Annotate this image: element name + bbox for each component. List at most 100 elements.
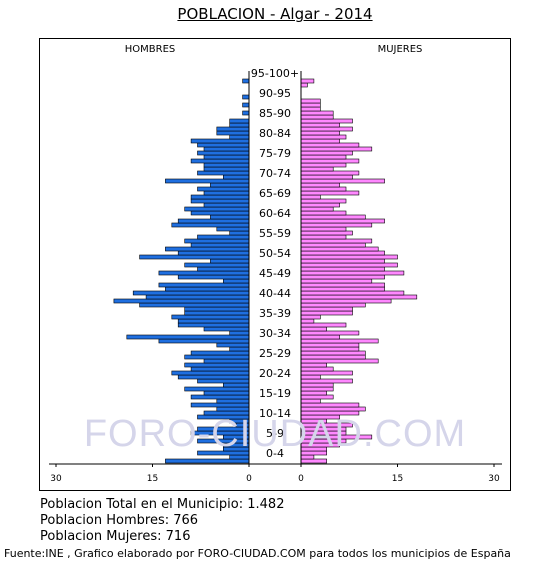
- bar-mujeres: [300, 262, 398, 268]
- bar-mujeres: [300, 338, 379, 344]
- bar-hombres: [190, 242, 250, 248]
- bar-mujeres: [300, 322, 347, 328]
- bar-hombres: [177, 274, 250, 280]
- age-label: 10-14: [259, 407, 291, 420]
- bar-hombres: [203, 154, 250, 160]
- bar-mujeres: [300, 162, 347, 168]
- bar-hombres: [184, 362, 250, 368]
- bar-hombres: [223, 278, 250, 284]
- bar-hombres: [165, 458, 250, 464]
- bar-mujeres: [300, 310, 353, 316]
- bar-mujeres: [300, 134, 347, 140]
- bar-hombres: [177, 374, 250, 380]
- bar-mujeres: [300, 314, 321, 320]
- bar-mujeres: [300, 362, 328, 368]
- bar-hombres: [197, 450, 250, 456]
- bar-mujeres: [300, 98, 321, 104]
- bar-mujeres: [300, 458, 328, 464]
- bar-hombres: [165, 286, 250, 292]
- bar-hombres: [171, 370, 250, 376]
- age-label: 65-69: [259, 187, 291, 200]
- bar-hombres: [229, 346, 250, 352]
- bar-mujeres: [300, 202, 340, 208]
- bar-hombres: [184, 238, 250, 244]
- bar-mujeres: [300, 406, 366, 412]
- x-tick-label: 0: [246, 474, 252, 484]
- bar-mujeres: [300, 354, 366, 360]
- x-tick-label: 15: [147, 474, 158, 484]
- age-label: 35-39: [259, 307, 291, 320]
- bar-mujeres: [300, 186, 347, 192]
- bar-hombres: [190, 394, 250, 400]
- bar-hombres: [184, 306, 250, 312]
- age-label: 90-95: [259, 87, 291, 100]
- bar-mujeres: [300, 394, 334, 400]
- bar-mujeres: [300, 270, 405, 276]
- bar-mujeres: [300, 358, 379, 364]
- bar-mujeres: [300, 278, 373, 284]
- bar-hombres: [216, 406, 250, 412]
- bar-hombres: [165, 178, 250, 184]
- bar-hombres: [197, 150, 250, 156]
- chart-frame: [39, 38, 511, 491]
- bar-hombres: [190, 158, 250, 164]
- bar-mujeres: [300, 170, 360, 176]
- bar-mujeres: [300, 238, 373, 244]
- bar-hombres: [210, 214, 250, 220]
- bar-hombres: [113, 298, 250, 304]
- x-tick-label: 30: [50, 474, 62, 484]
- bar-hombres: [177, 322, 250, 328]
- bar-mujeres: [300, 378, 353, 384]
- bar-hombres: [242, 78, 250, 84]
- bar-mujeres: [300, 234, 347, 240]
- bar-mujeres: [300, 198, 347, 204]
- bar-hombres: [203, 326, 250, 332]
- bar-hombres: [126, 334, 250, 340]
- bar-hombres: [223, 446, 250, 452]
- age-label: 25-29: [259, 347, 291, 360]
- bar-mujeres: [300, 114, 334, 120]
- bar-hombres: [190, 198, 250, 204]
- bar-hombres: [242, 110, 250, 116]
- x-tick-label: 0: [298, 474, 304, 484]
- bar-mujeres: [300, 422, 353, 428]
- bar-hombres: [197, 186, 250, 192]
- bar-hombres: [229, 230, 250, 236]
- bar-hombres: [229, 118, 250, 124]
- bar-mujeres: [300, 274, 385, 280]
- bar-hombres: [171, 222, 250, 228]
- age-label: 80-84: [259, 127, 291, 140]
- bar-hombres: [210, 258, 250, 264]
- bar-hombres: [190, 366, 250, 372]
- bar-hombres: [216, 398, 250, 404]
- bar-hombres: [158, 338, 250, 344]
- bar-mujeres: [300, 182, 340, 188]
- bar-hombres: [210, 182, 250, 188]
- bar-hombres: [158, 282, 250, 288]
- age-label: 55-59: [259, 227, 291, 240]
- bar-hombres: [203, 358, 250, 364]
- age-label: 70-74: [259, 167, 291, 180]
- bar-mujeres: [300, 150, 353, 156]
- bar-mujeres: [300, 370, 353, 376]
- stat-total: Poblacion Total en el Municipio: 1.482: [40, 497, 285, 512]
- bar-hombres: [216, 342, 250, 348]
- bar-hombres: [203, 162, 250, 168]
- bar-mujeres: [300, 158, 360, 164]
- bar-hombres: [223, 434, 250, 440]
- bar-hombres: [197, 170, 250, 176]
- bar-hombres: [158, 270, 250, 276]
- bar-mujeres: [300, 282, 385, 288]
- bar-mujeres: [300, 102, 321, 108]
- bar-mujeres: [300, 326, 328, 332]
- bar-hombres: [229, 122, 250, 128]
- bar-mujeres: [300, 166, 334, 172]
- bar-mujeres: [300, 294, 418, 300]
- bar-hombres: [197, 414, 250, 420]
- bar-mujeres: [300, 250, 385, 256]
- bar-mujeres: [300, 454, 315, 460]
- bar-hombres: [216, 126, 250, 132]
- bar-hombres: [203, 410, 250, 416]
- bar-hombres: [184, 310, 250, 316]
- bar-hombres: [177, 318, 250, 324]
